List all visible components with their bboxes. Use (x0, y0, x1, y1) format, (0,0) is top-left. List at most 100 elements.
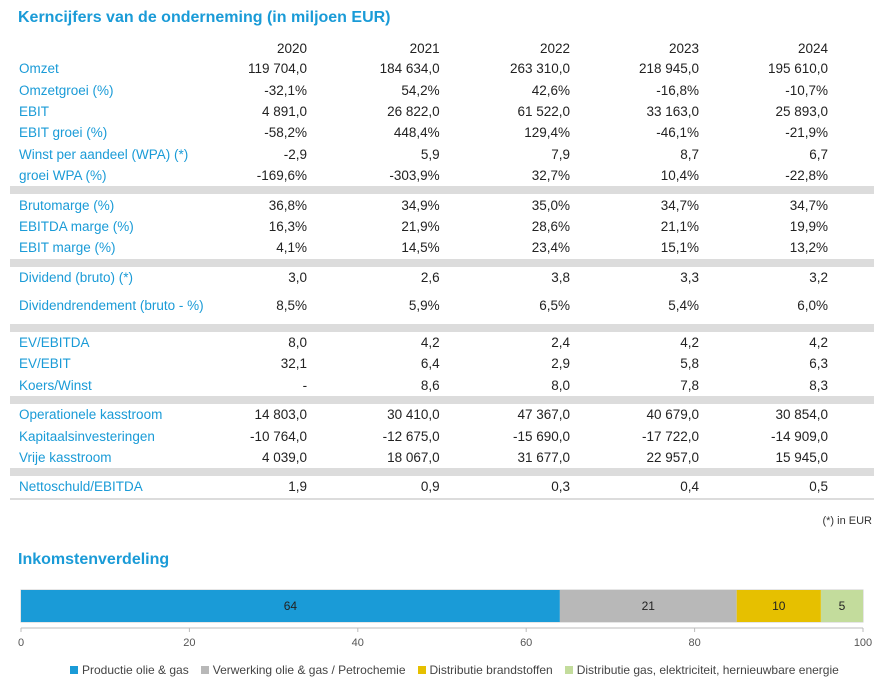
row-value: 15,1% (660, 240, 699, 256)
separator-cell (10, 396, 874, 405)
bar-segment (21, 590, 560, 622)
row-label: EV/EBITDA (19, 335, 90, 351)
table-row: EV/EBITDA 8,0 4,2 2,4 4,2 4,2 (10, 332, 874, 353)
table-row: Dividend (bruto) (*) 3,0 2,6 3,8 3,3 3,2 (10, 267, 874, 288)
row-value: 448,4% (393, 125, 440, 141)
legend-label: Distributie gas, elektriciteit, hernieuw… (576, 663, 839, 677)
row-value: -15 690,0 (512, 428, 571, 444)
row-value: 61 522,0 (517, 103, 571, 119)
table-row: groei WPA (%) -169,6% -303,9% 32,7% 10,4% -22… (10, 165, 874, 186)
row-value: 23,4% (531, 240, 571, 256)
year-header: 2021 (409, 40, 440, 56)
row-value: 47 367,0 (517, 407, 571, 423)
row-value: -58,2% (264, 125, 308, 141)
separator-cell (10, 323, 874, 332)
row-value: 25 893,0 (775, 103, 828, 119)
row-label: Vrije kasstroom (19, 450, 112, 466)
row-value: 184 634,0 (379, 61, 440, 77)
table-row: Operationele kasstroom 14 803,0 30 410,0 47… (10, 404, 874, 425)
row-value: 263 310,0 (509, 61, 571, 77)
row-label: Kapitaalsinvesteringen (19, 428, 155, 444)
row-label: EBITDA marge (%) (19, 218, 134, 234)
row-value: 8,0 (551, 377, 571, 393)
key-figures-table: 2020 2021 2022 2023 2024 Omzet 119 704,0 1… (10, 38, 874, 500)
row-value: 32,1 (280, 356, 308, 372)
row-value: -2,9 (283, 146, 308, 162)
bar-data-label: 10 (772, 599, 786, 613)
table-row: EBIT marge (%) 4,1% 14,5% 23,4% 15,1% 13,2% (10, 237, 874, 258)
row-value: 0,5 (745, 476, 874, 500)
row-value: 21,1% (660, 218, 699, 234)
table-row: Dividendrendement (bruto - %) 8,5% 5,9% 6,5… (10, 288, 874, 324)
year-header: 2022 (539, 40, 571, 56)
legend-item: Verwerking olie & gas / Petrochemie (200, 663, 406, 677)
row-label: EBIT marge (%) (19, 240, 116, 256)
table-row: Koers/Winst - 8,6 8,0 7,8 8,3 (10, 375, 874, 396)
bar-data-label: 21 (642, 599, 656, 613)
row-value: 35,0% (531, 197, 571, 213)
row-value: 4,2 (809, 335, 828, 351)
row-value: 19,9% (789, 218, 828, 234)
separator-cell (10, 186, 874, 195)
row-value: 8,5% (276, 298, 308, 314)
header-spacer (10, 38, 221, 58)
row-label: Omzetgroei (%) (19, 82, 114, 98)
row-value: -22,8% (785, 168, 828, 184)
separator-cell (10, 258, 874, 267)
row-value: -169,6% (256, 168, 308, 184)
row-value: 28,6% (531, 218, 571, 234)
row-value: 6,7 (809, 146, 828, 162)
row-value: 26 822,0 (387, 103, 440, 119)
row-value: 54,2% (401, 82, 440, 98)
row-value: 32,7% (531, 168, 571, 184)
row-value: - (302, 377, 308, 393)
row-label: EBIT groei (%) (19, 125, 108, 141)
row-value: 3,3 (680, 269, 699, 285)
row-value: 5,9 (420, 146, 440, 162)
row-value: 195 610,0 (767, 61, 828, 77)
row-value: -14 909,0 (770, 428, 828, 444)
bar-data-label: 5 (839, 599, 846, 613)
table-row: Brutomarge (%) 36,8% 34,9% 35,0% 34,7% 34,7% (10, 194, 874, 215)
row-value: 6,3 (809, 356, 828, 372)
year-header-row: 2020 2021 2022 2023 2024 (10, 38, 874, 58)
legend-item: Distributie brandstoffen (417, 663, 553, 677)
row-value: 7,8 (680, 377, 699, 393)
row-value: 10,4% (660, 168, 699, 184)
row-value: -16,8% (656, 82, 699, 98)
row-value: 40 679,0 (646, 407, 699, 423)
row-value: 4 891,0 (262, 103, 308, 119)
legend-item: Distributie gas, elektriciteit, hernieuw… (564, 663, 839, 677)
row-value: 4,1% (276, 240, 308, 256)
row-value: -46,1% (656, 125, 699, 141)
table-row: EV/EBIT 32,1 6,4 2,9 5,8 6,3 (10, 353, 874, 374)
row-value: 6,0% (797, 298, 828, 314)
row-value: 129,4% (524, 125, 571, 141)
row-value: 8,6 (420, 377, 440, 393)
row-value: 0,9 (353, 476, 486, 500)
chart-legend: Productie olie & gas Verwerking olie & ga… (70, 663, 839, 677)
row-label: Operationele kasstroom (19, 407, 163, 423)
table-title: Kerncijfers van de onderneming (in miljo… (18, 9, 391, 26)
row-label: Nettoschuld/EBITDA (10, 476, 221, 500)
row-value: 2,9 (551, 356, 571, 372)
row-value: -12 675,0 (382, 428, 440, 444)
group-separator (10, 323, 874, 332)
row-value: 16,3% (268, 218, 308, 234)
row-value: -10,7% (785, 82, 828, 98)
row-value: 0,3 (485, 476, 617, 500)
legend-label: Distributie brandstoffen (429, 663, 553, 677)
bar-segment (736, 590, 821, 622)
bar-segment (559, 590, 737, 622)
row-value: 5,8 (680, 356, 699, 372)
row-value: 4,2 (420, 335, 440, 351)
table-row: EBITDA marge (%) 16,3% 21,9% 28,6% 21,1% 19,9… (10, 216, 874, 237)
table-row: EBIT 4 891,0 26 822,0 61 522,0 33 163,0 25 89… (10, 101, 874, 122)
row-value: 8,0 (288, 335, 308, 351)
table-row: Vrije kasstroom 4 039,0 18 067,0 31 677,0 22… (10, 447, 874, 468)
row-value: 18 067,0 (387, 450, 440, 466)
row-value: 3,0 (288, 269, 308, 285)
legend-swatch (564, 666, 573, 674)
x-tick-label: 60 (520, 637, 532, 649)
row-value: 14 803,0 (254, 407, 308, 423)
